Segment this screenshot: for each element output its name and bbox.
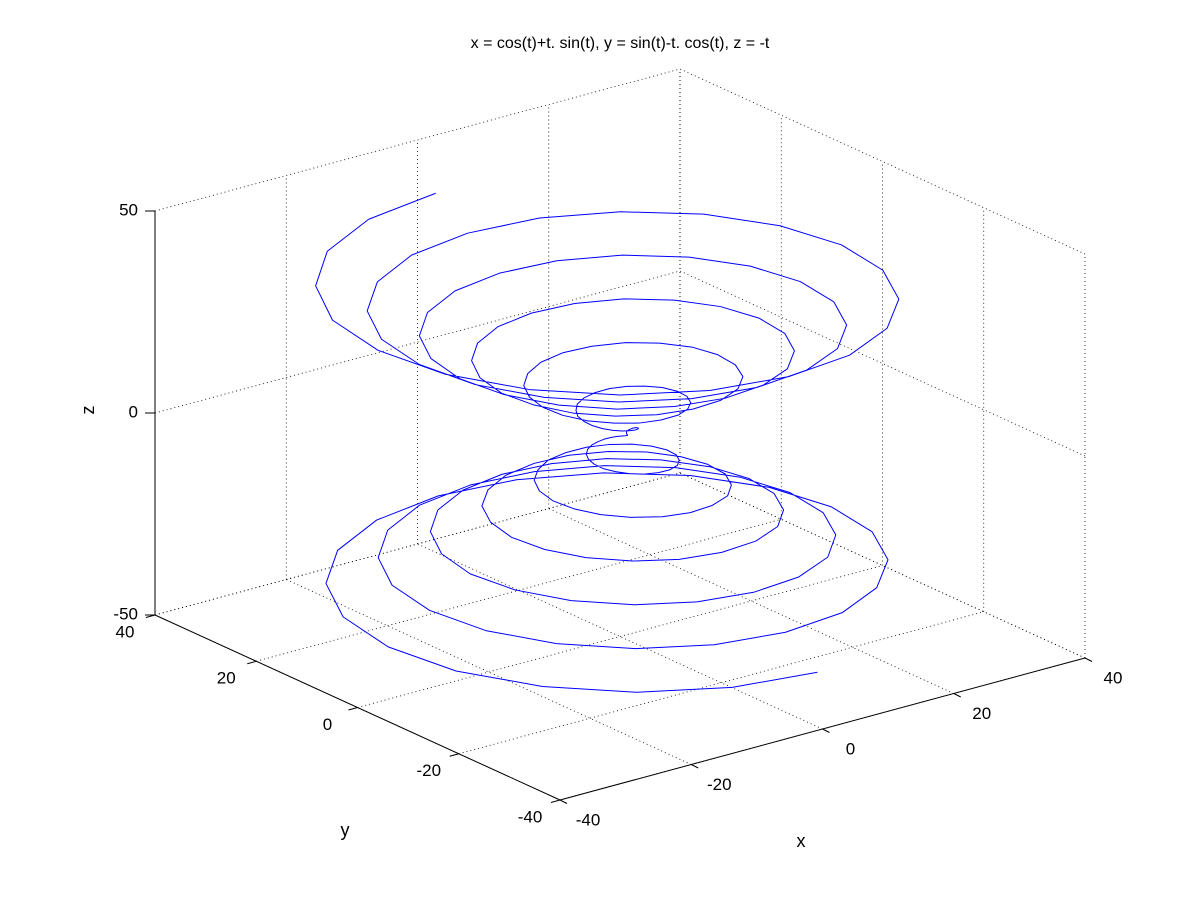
z-axis-label: z [78,406,98,415]
y-tick-label: 20 [217,669,236,688]
y-tick-label: -20 [416,761,441,780]
x-tick-label: 40 [1104,668,1123,687]
x-tick [691,764,699,769]
z-tick-label: 50 [119,200,138,219]
y-axis-label: y [341,820,350,840]
x-tick [953,693,961,698]
data-line [315,192,900,693]
x-tick-label: -20 [707,775,732,794]
y-tick-label: 0 [323,715,332,734]
y-tick [550,799,561,803]
y-tick-label: -40 [518,807,543,826]
x-tick-label: 0 [846,739,855,758]
y-tick [449,753,459,757]
chart-title: x = cos(t)+t. sin(t), y = sin(t)-t. cos(… [471,35,770,52]
y-tick-label: 40 [116,622,135,641]
x-tick [822,728,830,733]
x-tick [1084,657,1093,662]
z-tick-label: 0 [129,402,138,421]
y-tick [247,660,257,665]
z-tick-label: -50 [113,604,138,623]
x-tick [559,799,568,804]
x-tick-label: -40 [576,810,601,829]
y-tick [348,707,358,711]
x-tick-label: 20 [972,704,991,723]
x-axis-label: x [797,831,806,851]
